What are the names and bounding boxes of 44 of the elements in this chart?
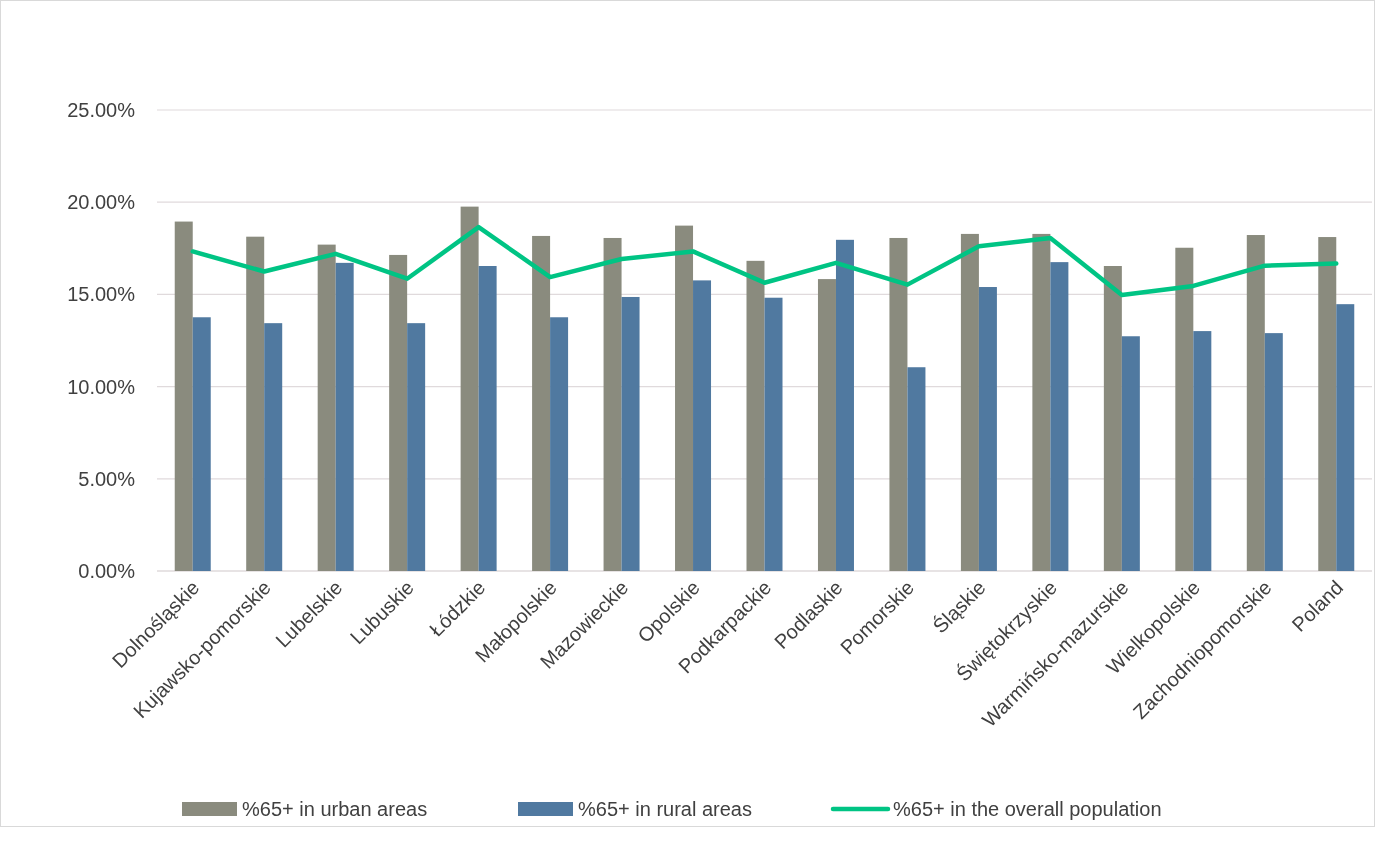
bar (1246, 235, 1265, 571)
bar (978, 287, 997, 571)
y-tick-label: 15.00% (67, 283, 136, 306)
y-tick-label: 25.00% (67, 99, 136, 121)
bar (1193, 331, 1212, 571)
bar (746, 260, 765, 571)
bar (1336, 304, 1355, 571)
bar (693, 280, 712, 571)
y-tick-label: 10.00% (67, 375, 136, 398)
bar (389, 254, 408, 571)
bar (1175, 247, 1194, 571)
legend-label: %65+ in rural areas (578, 798, 752, 820)
bar (478, 266, 497, 571)
bar (675, 225, 694, 571)
bar (1318, 237, 1337, 571)
bar (335, 262, 354, 571)
bar (603, 237, 622, 571)
bar (1121, 336, 1140, 571)
bar (835, 239, 854, 571)
bar (1050, 262, 1069, 571)
bar (960, 233, 979, 571)
bar (550, 317, 569, 571)
bar (532, 235, 551, 571)
bar (174, 221, 193, 571)
bar (192, 317, 211, 571)
bar (907, 367, 926, 571)
bar (264, 323, 283, 571)
bar (317, 244, 336, 571)
legend-label: %65+ in urban areas (242, 798, 428, 820)
bar (1264, 333, 1283, 571)
bar (246, 236, 265, 571)
bar (1032, 233, 1051, 571)
bar (1103, 266, 1122, 571)
bar (407, 323, 426, 571)
y-tick-label: 0.00% (78, 560, 136, 582)
bar (460, 206, 479, 571)
bar (889, 237, 908, 571)
legend-label: %65+ in the overall population (893, 798, 1162, 820)
bar (621, 296, 640, 571)
bar (764, 297, 783, 571)
y-tick-label: 20.00% (67, 191, 136, 214)
y-tick-label: 5.00% (78, 467, 136, 490)
line-series (190, 224, 1339, 298)
bar (817, 279, 836, 571)
